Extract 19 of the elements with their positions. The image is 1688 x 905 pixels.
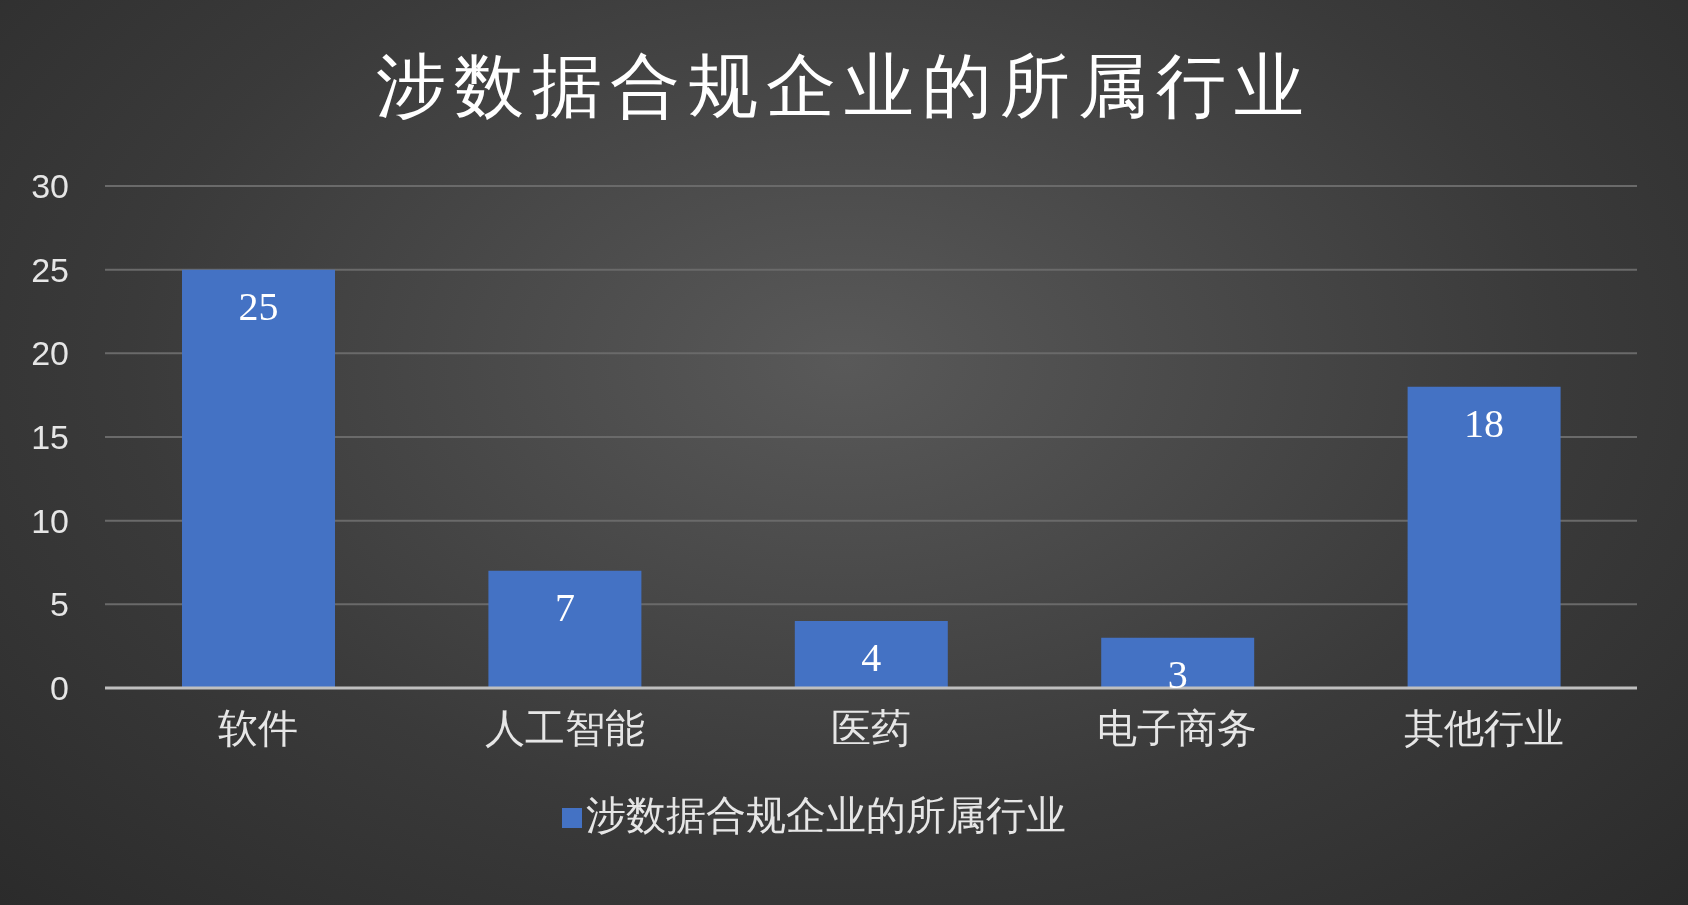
y-tick-label: 0 <box>50 669 69 708</box>
data-label: 4 <box>861 635 882 681</box>
y-tick-label: 10 <box>31 501 69 540</box>
x-tick-label: 软件 <box>218 706 299 751</box>
chart-title: 涉数据合规企业的所属行业 <box>375 46 1313 127</box>
legend-label: 涉数据合规企业的所属行业 <box>585 793 1066 837</box>
x-tick-label: 电子商务 <box>1097 706 1258 751</box>
data-label: 7 <box>554 585 575 631</box>
x-tick-label: 其他行业 <box>1403 706 1564 751</box>
y-tick-label: 5 <box>50 585 69 624</box>
x-tick-label: 人工智能 <box>484 706 645 751</box>
data-label: 3 <box>1167 652 1188 698</box>
x-tick-label: 医药 <box>831 706 911 751</box>
data-label: 25 <box>238 284 279 330</box>
y-tick-label: 30 <box>31 167 69 206</box>
y-tick-label: 20 <box>31 334 69 373</box>
data-label: 18 <box>1464 401 1505 447</box>
y-tick-label: 15 <box>31 418 69 457</box>
y-tick-label: 25 <box>31 250 69 289</box>
